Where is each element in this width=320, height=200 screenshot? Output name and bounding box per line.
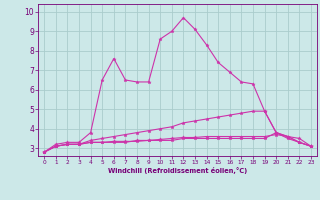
X-axis label: Windchill (Refroidissement éolien,°C): Windchill (Refroidissement éolien,°C) (108, 167, 247, 174)
